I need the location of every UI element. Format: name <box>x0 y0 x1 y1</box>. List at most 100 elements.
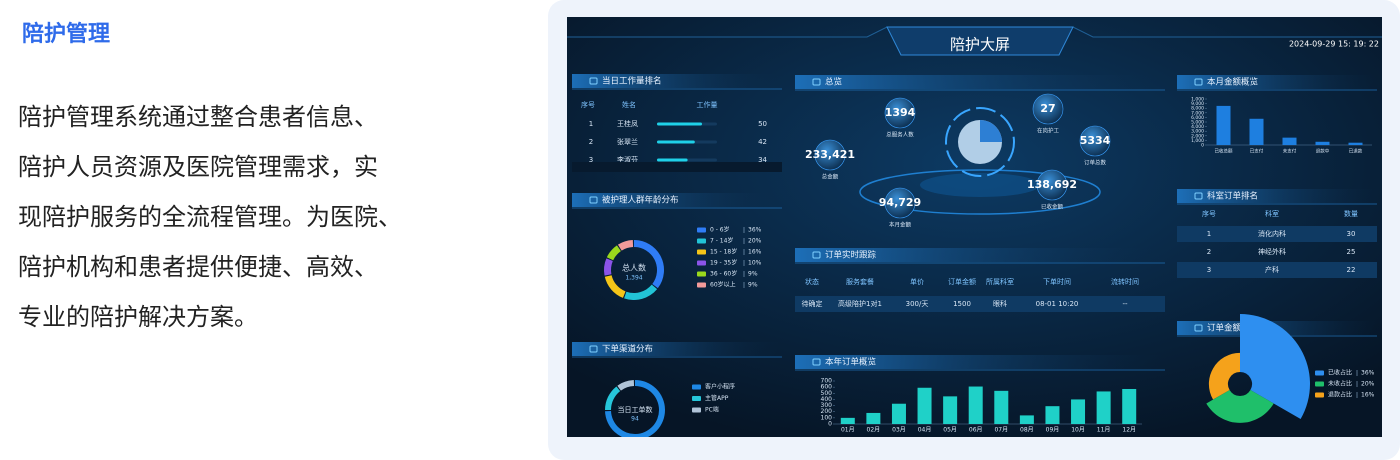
table-cell: 消化内科 <box>1258 229 1286 238</box>
bar <box>1282 137 1297 145</box>
rose-segment <box>1206 390 1274 423</box>
description-line: 陪护人员资源及医院管理需求，实 <box>18 153 378 181</box>
panel-title: 被护理人群年龄分布 <box>602 195 679 206</box>
table-cell: 高级陪护1对1 <box>838 299 882 308</box>
kpi-label: 已收金额 <box>1041 203 1064 211</box>
kpi-bubble <box>884 187 916 219</box>
panel-icon <box>1194 192 1203 200</box>
legend-value: 20% <box>748 238 762 245</box>
panel-header-bg <box>795 75 1165 89</box>
legend-swatch <box>692 396 701 401</box>
kpi-value: 5334 <box>1080 134 1111 147</box>
y-tick-label: 500 <box>821 390 833 397</box>
legend-swatch <box>692 407 701 413</box>
legend-swatch <box>697 282 706 288</box>
bar <box>1122 388 1137 424</box>
x-tick-label: 已退款 <box>1349 148 1363 155</box>
x-tick-label: 04月 <box>918 427 932 434</box>
table-cell: 神经外科 <box>1258 247 1286 256</box>
y-tick-label: 4,000 <box>1191 124 1204 130</box>
ring-segment <box>617 380 635 391</box>
table-cell: 25 <box>1347 248 1356 256</box>
panel-title: 总览 <box>825 77 842 88</box>
panel-title: 下单渠道分布 <box>602 344 653 355</box>
ring-segment <box>604 275 626 298</box>
panel-header-bg <box>572 342 782 356</box>
row-name: 张翠兰 <box>617 137 638 146</box>
y-tick-label: 1,000 <box>1191 97 1204 103</box>
legend-value: 36% <box>1361 370 1375 377</box>
legend-swatch <box>697 249 706 255</box>
y-tick-label: 700 <box>821 378 833 385</box>
kpi-label: 总金额 <box>822 173 839 181</box>
panel-title: 订单实时跟踪 <box>825 250 877 261</box>
table-row-bg <box>1177 226 1377 242</box>
table-cell: 3 <box>1207 266 1211 274</box>
legend-swatch <box>697 260 706 266</box>
description-line: 专业的陪护解决方案。 <box>18 303 258 331</box>
panel-header-bg <box>1177 189 1377 203</box>
table-cell: 2 <box>1207 248 1211 256</box>
panel-icon <box>1194 324 1203 332</box>
panel-icon <box>589 77 598 85</box>
panel-header-bg <box>795 355 1165 369</box>
legend-label: 客户小程序 <box>705 383 735 391</box>
y-tick-label: 5,000 <box>1191 120 1204 126</box>
panel-title: 本年订单概览 <box>825 357 876 368</box>
panel-icon <box>1194 78 1203 86</box>
ring-segment <box>606 245 621 261</box>
table-cell: 08-01 10:20 <box>1036 300 1079 308</box>
table-header: 单价 <box>910 277 924 286</box>
bar <box>943 396 958 424</box>
table-row-bg <box>795 296 1165 312</box>
legend-swatch <box>1315 381 1324 387</box>
bar <box>917 387 932 424</box>
table-cell: 30 <box>1347 230 1356 238</box>
kpi-value: 233,421 <box>805 148 855 161</box>
x-tick-label: 11月 <box>1097 427 1111 434</box>
row-value: 50 <box>758 120 767 128</box>
x-tick-label: 退款中 <box>1316 148 1330 155</box>
panel-title: 当日工作量排名 <box>602 76 662 87</box>
table-cell: 1 <box>1207 230 1211 238</box>
bar <box>1045 406 1060 424</box>
legend-value: 9% <box>748 271 758 278</box>
ring-center-value: 1,394 <box>625 275 642 282</box>
x-tick-label: 01月 <box>841 427 855 434</box>
ring-segment <box>617 240 634 251</box>
legend-label: 退款占比 <box>1328 391 1352 399</box>
y-tick-label: 400 <box>821 396 833 403</box>
panel-icon <box>812 251 821 259</box>
center-ring <box>945 107 1015 177</box>
x-tick-label: 06月 <box>969 427 983 434</box>
platform-core <box>920 173 1040 197</box>
bar <box>840 417 855 424</box>
bar <box>1216 105 1231 145</box>
platform-ring <box>859 169 1101 215</box>
legend-swatch <box>1315 392 1324 398</box>
ring-segment <box>624 284 658 300</box>
bar <box>968 386 983 424</box>
dashboard-title: 陪护大屏 <box>950 36 1010 54</box>
legend-value: 36% <box>748 227 762 234</box>
kpi-label: 在岗护工 <box>1037 127 1060 135</box>
panel-title: 科室订单排名 <box>1207 191 1258 202</box>
legend-value: 16% <box>1361 392 1375 399</box>
table-header: 状态 <box>805 277 819 286</box>
kpi-label: 总服务人数 <box>886 131 914 139</box>
table-header: 数量 <box>1344 209 1358 218</box>
legend-swatch <box>692 384 701 390</box>
workload-bar <box>657 158 688 162</box>
legend-value: 20% <box>1361 381 1375 388</box>
panel-header-bg <box>1177 75 1377 89</box>
x-tick-label: 09月 <box>1046 427 1060 434</box>
legend-label: 7 - 14岁 <box>710 237 733 245</box>
kpi-label: 本月金额 <box>889 221 912 229</box>
table-header: 流转时间 <box>1111 277 1139 286</box>
bar <box>866 412 881 424</box>
y-tick-label: 0 <box>1201 143 1204 149</box>
ring-segment <box>605 386 621 410</box>
row-value: 34 <box>758 156 767 164</box>
panel-title: 订单金额分析 <box>1207 323 1259 334</box>
